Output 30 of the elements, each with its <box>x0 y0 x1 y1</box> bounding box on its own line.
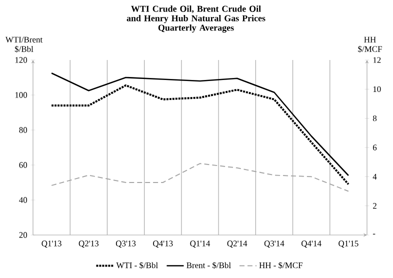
chart-title: WTI Crude Oil, Brent Crude Oil and Henry Hub Natural Gas Prices <box>126 6 266 24</box>
y2-tick-label: 6 <box>373 144 377 150</box>
legend-label: HH - $/MCF <box>259 262 302 269</box>
line-series <box>50 72 350 176</box>
x-tick-label: Q1'14 <box>190 240 210 248</box>
x-tick-label: Q1'15 <box>338 240 358 248</box>
y-axis-title: WTI/Brent $/Bbl <box>5 36 43 52</box>
y2-tick-label: 4 <box>372 174 377 180</box>
y-tick-label: 40 <box>19 197 28 203</box>
y-tick-label: 100 <box>15 92 28 98</box>
y2-tick-label: 10 <box>373 86 381 92</box>
x-tick-label: Q2'13 <box>78 240 99 248</box>
y2-tick-label: 12 <box>373 57 381 63</box>
line-series <box>50 84 350 186</box>
x-tick-label: Q4'13 <box>153 240 173 248</box>
x-tick-label: Q2'14 <box>227 240 248 248</box>
y-tick-label: 20 <box>19 232 28 238</box>
y-tick-label: 120 <box>15 57 28 63</box>
x-tick-label: Q1'13 <box>42 240 62 248</box>
y-tick-label: 60 <box>19 162 28 168</box>
chart-subtitle: Quarterly Averages <box>158 24 234 33</box>
y-tick-label: 80 <box>19 127 28 133</box>
legend-label: Brent - $/Bbl <box>186 262 231 269</box>
x-tick-label: Q4'14 <box>302 240 322 248</box>
x-tick-label: Q3'13 <box>116 240 136 248</box>
y2-tick-label: 2 <box>373 203 376 209</box>
x-tick-label: Q3'14 <box>264 240 284 248</box>
legend-label: WTI - $/Bbl <box>116 262 158 269</box>
y2-axis-title: HH $/MCF <box>358 36 382 52</box>
y2-tick-label: 8 <box>372 115 377 122</box>
